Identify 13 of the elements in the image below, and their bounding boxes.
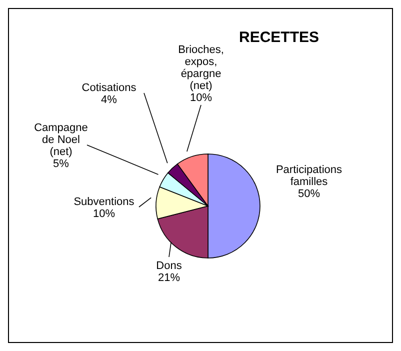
slice-label: Brioches, expos, épargne (net)	[178, 44, 224, 92]
chart-title: RECETTES	[239, 29, 320, 46]
data-label: 10%	[190, 92, 212, 104]
data-label: 21%	[158, 272, 180, 284]
slice-label: Subventions	[74, 196, 135, 208]
slice-label: Campagne de Noel (net)	[34, 122, 88, 158]
data-label: 4%	[101, 94, 118, 106]
data-label: 10%	[92, 208, 116, 220]
slice-label: Dons	[156, 260, 182, 272]
data-label: 5%	[53, 158, 70, 170]
slice-label: Participations familles	[276, 164, 343, 188]
slice-label: Cotisations	[82, 82, 137, 94]
data-label: 50%	[298, 188, 320, 200]
